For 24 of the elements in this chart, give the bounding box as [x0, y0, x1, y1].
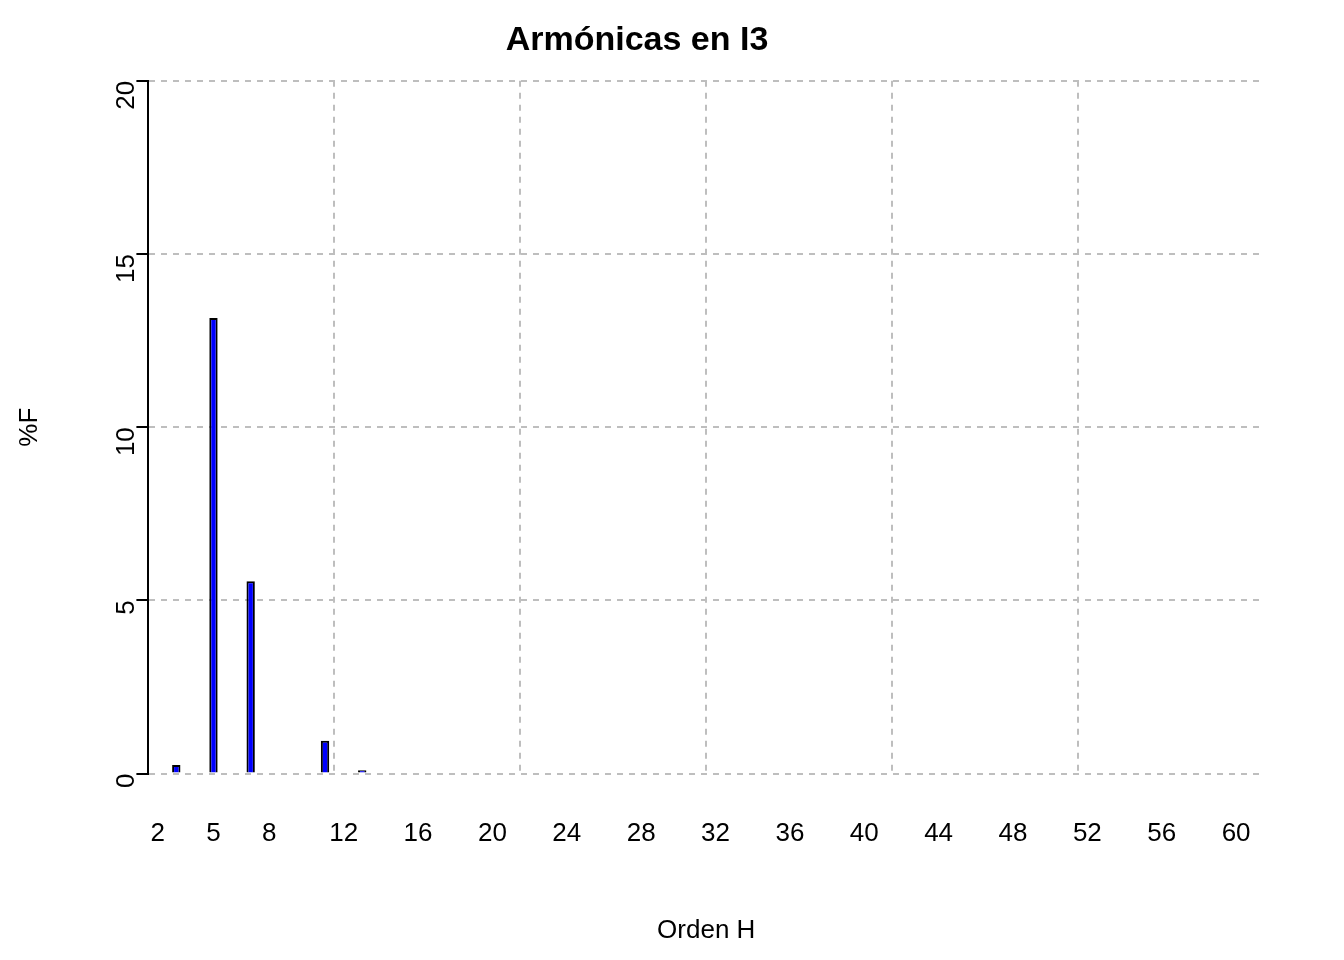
x-tick-label: 48	[998, 817, 1028, 848]
x-tick-label: 24	[552, 817, 582, 848]
x-tick-label: 60	[1221, 817, 1251, 848]
x-tick-label: 16	[403, 817, 433, 848]
y-tick-label: 0	[109, 773, 140, 789]
x-tick-label: 5	[206, 817, 221, 848]
x-tick-label: 40	[849, 817, 879, 848]
x-tick-label: 32	[701, 817, 730, 848]
y-tick-label: 15	[109, 254, 140, 283]
x-tick-label: 56	[1147, 817, 1177, 848]
x-tick-label: 36	[775, 817, 805, 848]
x-tick-label: 20	[477, 817, 507, 848]
x-tick-label: 2	[150, 817, 165, 848]
x-tick-label: 8	[262, 817, 277, 848]
x-tick-label: 12	[329, 817, 359, 848]
x-tick-label: 28	[626, 817, 656, 848]
y-axis-title: %F	[12, 407, 43, 447]
x-tick-label: 52	[1072, 817, 1102, 848]
y-tick-label: 10	[109, 427, 140, 457]
y-tick-label: 20	[109, 80, 140, 110]
x-axis-title: Orden H	[657, 913, 756, 944]
y-tick-label: 5	[109, 600, 140, 615]
x-tick-label: 44	[924, 817, 954, 848]
chart-title: Armónicas en I3	[505, 18, 769, 57]
